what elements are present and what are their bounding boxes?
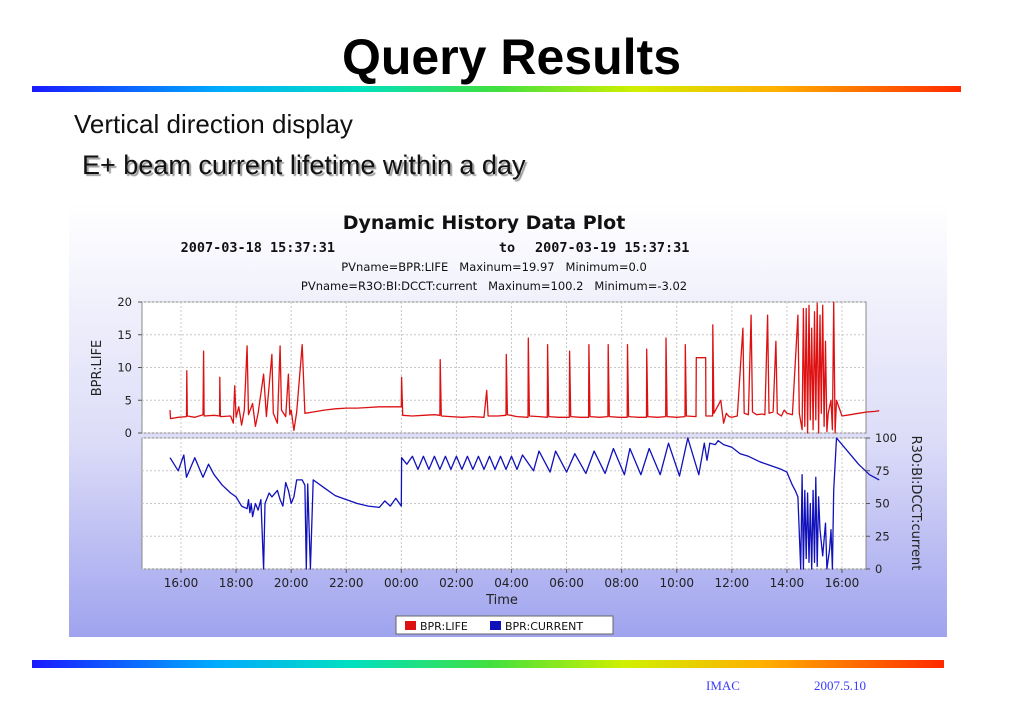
x-tick-label: 22:00 (329, 576, 364, 590)
legend-label-current: BPR:CURRENT (505, 620, 583, 633)
y-tick-label: 25 (875, 529, 890, 543)
y-tick-label: 50 (875, 497, 890, 511)
series-line-current (169, 437, 880, 570)
info-line-current: PVname=R3O:BI:DCCT:current Maxinum=100.2… (301, 279, 687, 293)
y-axis-label-left: BPR:LIFE (90, 340, 105, 397)
x-tick-label: 16:00 (164, 576, 199, 590)
x-tick-label: 14:00 (770, 576, 805, 590)
y-tick-label: 0 (125, 426, 132, 440)
history-plot: Dynamic History Data Plot 2007-03-18 15:… (69, 203, 947, 637)
y-tick-label: 10 (117, 361, 132, 375)
x-tick-label: 20:00 (274, 576, 309, 590)
series-line-life (169, 301, 880, 434)
footer-left: IMAC (706, 678, 740, 693)
axes-layer: 16:00 18:00 20:00 22:00 00:00 02:00 04:00 06:00… (117, 295, 897, 590)
legend-swatch-current (490, 621, 501, 630)
y-tick-label: 20 (117, 295, 132, 309)
x-tick-label: 16:00 (825, 576, 860, 590)
x-tick-label: 12:00 (715, 576, 750, 590)
section-subtitle: Vertical direction display (74, 109, 353, 139)
legend-swatch-life (405, 621, 416, 630)
series-layer (169, 301, 880, 570)
date-range-end: 2007-03-19 15:37:31 (535, 240, 689, 256)
x-tick-label: 08:00 (604, 576, 639, 590)
chart-container: Dynamic History Data Plot 2007-03-18 15:… (69, 203, 947, 637)
x-tick-label: 00:00 (384, 576, 419, 590)
chart-caption: E+ beam current lifetime within a day (82, 150, 526, 180)
x-tick-label: 18:00 (219, 576, 254, 590)
x-tick-label: 02:00 (439, 576, 474, 590)
date-range-start: 2007-03-18 15:37:31 (181, 240, 335, 256)
y-tick-label: 75 (875, 464, 890, 478)
x-axis-label: Time (485, 593, 518, 608)
page-title: Query Results (341, 29, 681, 85)
info-line-life: PVname=BPR:LIFE Maxinum=19.97 Minimum=0.… (341, 260, 647, 274)
y-tick-label: 15 (117, 328, 132, 342)
x-tick-label: 04:00 (494, 576, 529, 590)
y-tick-label: 100 (875, 431, 897, 445)
x-tick-label: 06:00 (549, 576, 584, 590)
date-range-separator: to (499, 240, 515, 256)
chart-title: Dynamic History Data Plot (343, 212, 626, 234)
footer-divider (32, 660, 944, 668)
legend: BPR:LIFE BPR:CURRENT (395, 615, 614, 635)
legend-label-life: BPR:LIFE (420, 620, 468, 633)
legend-box (395, 615, 614, 635)
y-tick-label: 0 (875, 562, 882, 576)
header-divider (32, 86, 961, 92)
y-axis-label-right: R3O:BI:DCCT:current (908, 436, 923, 571)
footer-right: 2007.5.10 (814, 678, 866, 693)
y-tick-label: 5 (125, 393, 132, 407)
x-tick-label: 10:00 (659, 576, 694, 590)
